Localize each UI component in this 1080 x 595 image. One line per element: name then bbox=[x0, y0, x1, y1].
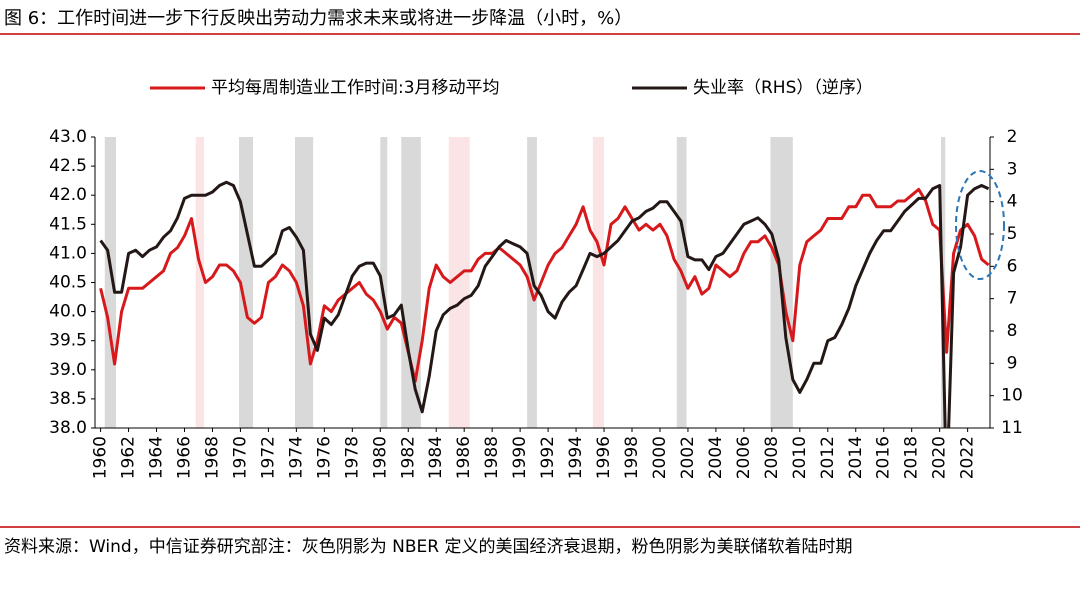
x-tick-label: 1994 bbox=[566, 436, 586, 479]
x-tick-label: 1974 bbox=[286, 436, 306, 479]
x-tick-label: 1968 bbox=[202, 436, 222, 479]
x-tick-label: 1982 bbox=[398, 436, 418, 479]
x-tick-label: 1980 bbox=[370, 436, 390, 479]
x-tick-label: 2022 bbox=[958, 436, 978, 479]
x-tick-label: 1960 bbox=[91, 436, 111, 479]
y-tick-label: 43.0 bbox=[49, 127, 87, 147]
highlight-ellipse bbox=[955, 170, 1005, 280]
figure-title: 图 6：工作时间进一步下行反映出劳动力需求未来或将进一步降温（小时，%） bbox=[4, 8, 633, 29]
x-tick-label: 2018 bbox=[902, 436, 922, 479]
x-tick-label: 2010 bbox=[790, 436, 810, 479]
y2-tick-label: 3 bbox=[1007, 159, 1018, 179]
y-tick-label: 39.0 bbox=[49, 360, 87, 380]
y-tick-label: 39.5 bbox=[49, 331, 87, 351]
x-tick-label: 2020 bbox=[930, 436, 950, 479]
x-tick-label: 2014 bbox=[846, 436, 866, 479]
x-tick-label: 1990 bbox=[510, 436, 530, 479]
x-tick-label: 2016 bbox=[874, 436, 894, 479]
x-tick-label: 1966 bbox=[175, 436, 195, 479]
y-tick-label: 41.0 bbox=[49, 243, 87, 263]
x-tick-label: 1998 bbox=[622, 436, 642, 479]
x-tick-label: 1992 bbox=[538, 436, 558, 479]
x-tick-label: 2004 bbox=[706, 436, 726, 479]
y-tick-label: 38.5 bbox=[49, 389, 87, 409]
y-tick-label: 40.5 bbox=[49, 273, 87, 293]
soft-landing-band bbox=[195, 137, 205, 428]
y-tick-label: 41.5 bbox=[49, 214, 87, 234]
x-tick-label: 1978 bbox=[342, 436, 362, 479]
y-tick-label: 42.5 bbox=[49, 156, 87, 176]
x-tick-label: 1962 bbox=[119, 436, 139, 479]
recession-band bbox=[676, 137, 687, 428]
x-tick-label: 2012 bbox=[818, 436, 838, 479]
y2-tick-label: 2 bbox=[1007, 127, 1018, 147]
legend-label: 平均每周制造业工作时间:3月移动平均 bbox=[211, 78, 500, 98]
x-tick-label: 1988 bbox=[482, 436, 502, 479]
y2-tick-label: 9 bbox=[1007, 353, 1018, 373]
y2-tick-label: 6 bbox=[1007, 256, 1018, 276]
y-tick-label: 40.0 bbox=[49, 302, 87, 322]
x-tick-label: 2006 bbox=[734, 436, 754, 479]
legend-label: 失业率（RHS）（逆序） bbox=[693, 78, 873, 98]
x-tick-label: 2000 bbox=[650, 436, 670, 479]
y2-tick-label: 5 bbox=[1007, 224, 1018, 244]
x-tick-label: 1964 bbox=[147, 436, 167, 479]
x-tick-label: 1996 bbox=[594, 436, 614, 479]
y2-tick-label: 11 bbox=[1001, 418, 1023, 438]
y2-tick-label: 8 bbox=[1007, 321, 1018, 341]
recession-band bbox=[104, 137, 116, 428]
recession-band bbox=[401, 137, 421, 428]
soft-landing-band bbox=[592, 137, 605, 428]
y2-tick-label: 10 bbox=[1001, 386, 1023, 406]
y-tick-label: 42.0 bbox=[49, 185, 87, 205]
series-line bbox=[99, 187, 990, 383]
soft-landing-band bbox=[448, 137, 470, 428]
x-tick-label: 2002 bbox=[678, 436, 698, 479]
series-line bbox=[99, 180, 990, 428]
y-tick-label: 38.0 bbox=[49, 418, 87, 438]
y2-tick-label: 4 bbox=[1007, 192, 1018, 212]
recession-band bbox=[380, 137, 388, 428]
x-tick-label: 2008 bbox=[762, 436, 782, 479]
x-tick-label: 1986 bbox=[454, 436, 474, 479]
x-tick-label: 1976 bbox=[314, 436, 334, 479]
x-tick-label: 1970 bbox=[230, 436, 250, 479]
source-note: 资料来源：Wind，中信证券研究部注：灰色阴影为 NBER 定义的美国经济衰退期… bbox=[4, 537, 853, 557]
y2-tick-label: 7 bbox=[1007, 289, 1018, 309]
x-tick-label: 1984 bbox=[426, 436, 446, 479]
x-tick-label: 1972 bbox=[258, 436, 278, 479]
